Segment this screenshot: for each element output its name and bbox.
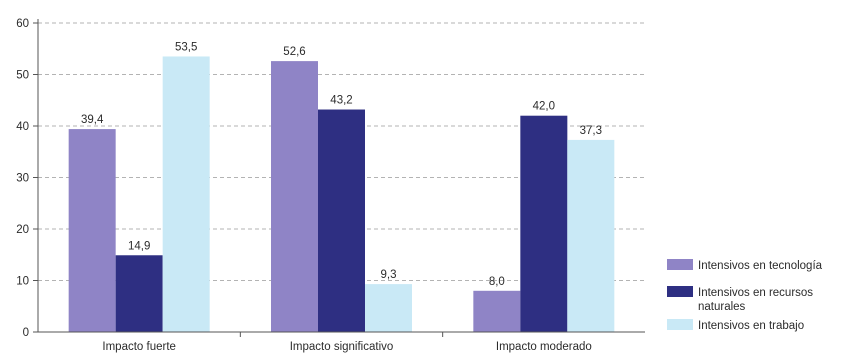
data-label: 53,5 xyxy=(175,41,197,53)
legend-label: Intensivos en recursos xyxy=(698,287,813,299)
bar xyxy=(68,129,116,332)
bar xyxy=(520,115,568,332)
data-label: 52,6 xyxy=(283,46,305,58)
legend-swatch xyxy=(667,259,693,270)
x-axis: Impacto fuerte Impacto significativo Impac… xyxy=(38,331,645,353)
data-label: 37,3 xyxy=(580,125,602,137)
y-tick-label: 10 xyxy=(16,276,29,288)
x-tick-label: Impacto fuerte xyxy=(102,341,176,353)
bar xyxy=(567,139,615,332)
x-tick-label: Impacto significativo xyxy=(290,341,394,353)
y-tick-label: 60 xyxy=(16,18,29,30)
y-tick-label: 30 xyxy=(16,173,29,185)
x-tick-label: Impacto moderado xyxy=(496,341,592,353)
bar xyxy=(473,290,521,332)
y-tick-label: 50 xyxy=(16,70,29,82)
bar xyxy=(365,284,412,332)
data-label: 43,2 xyxy=(330,95,352,107)
y-tick-label: 0 xyxy=(23,327,29,339)
y-axis: 0 10 20 30 40 50 60 xyxy=(16,18,39,339)
data-label: 14,9 xyxy=(128,240,150,252)
bar xyxy=(115,255,163,332)
data-label: 39,4 xyxy=(81,114,104,126)
legend-label: naturales xyxy=(698,301,746,313)
legend: Intensivos en tecnología Intensivos en re… xyxy=(667,259,823,332)
y-tick-label: 20 xyxy=(16,224,29,236)
legend-label: Intensivos en tecnología xyxy=(698,260,823,272)
bar xyxy=(162,56,210,332)
bar xyxy=(271,61,318,333)
bar xyxy=(318,109,365,333)
data-label: 8,0 xyxy=(489,276,505,288)
y-tick-label: 40 xyxy=(16,121,29,133)
data-label: 42,0 xyxy=(533,101,555,113)
bars xyxy=(68,56,615,333)
legend-swatch xyxy=(667,319,693,330)
legend-label: Intensivos en trabajo xyxy=(698,320,804,332)
data-labels: 39,4 14,9 53,5 52,6 43,2 9,3 8,0 42,0 37,3 xyxy=(81,41,602,287)
data-label: 9,3 xyxy=(381,269,397,281)
legend-swatch xyxy=(667,286,693,297)
